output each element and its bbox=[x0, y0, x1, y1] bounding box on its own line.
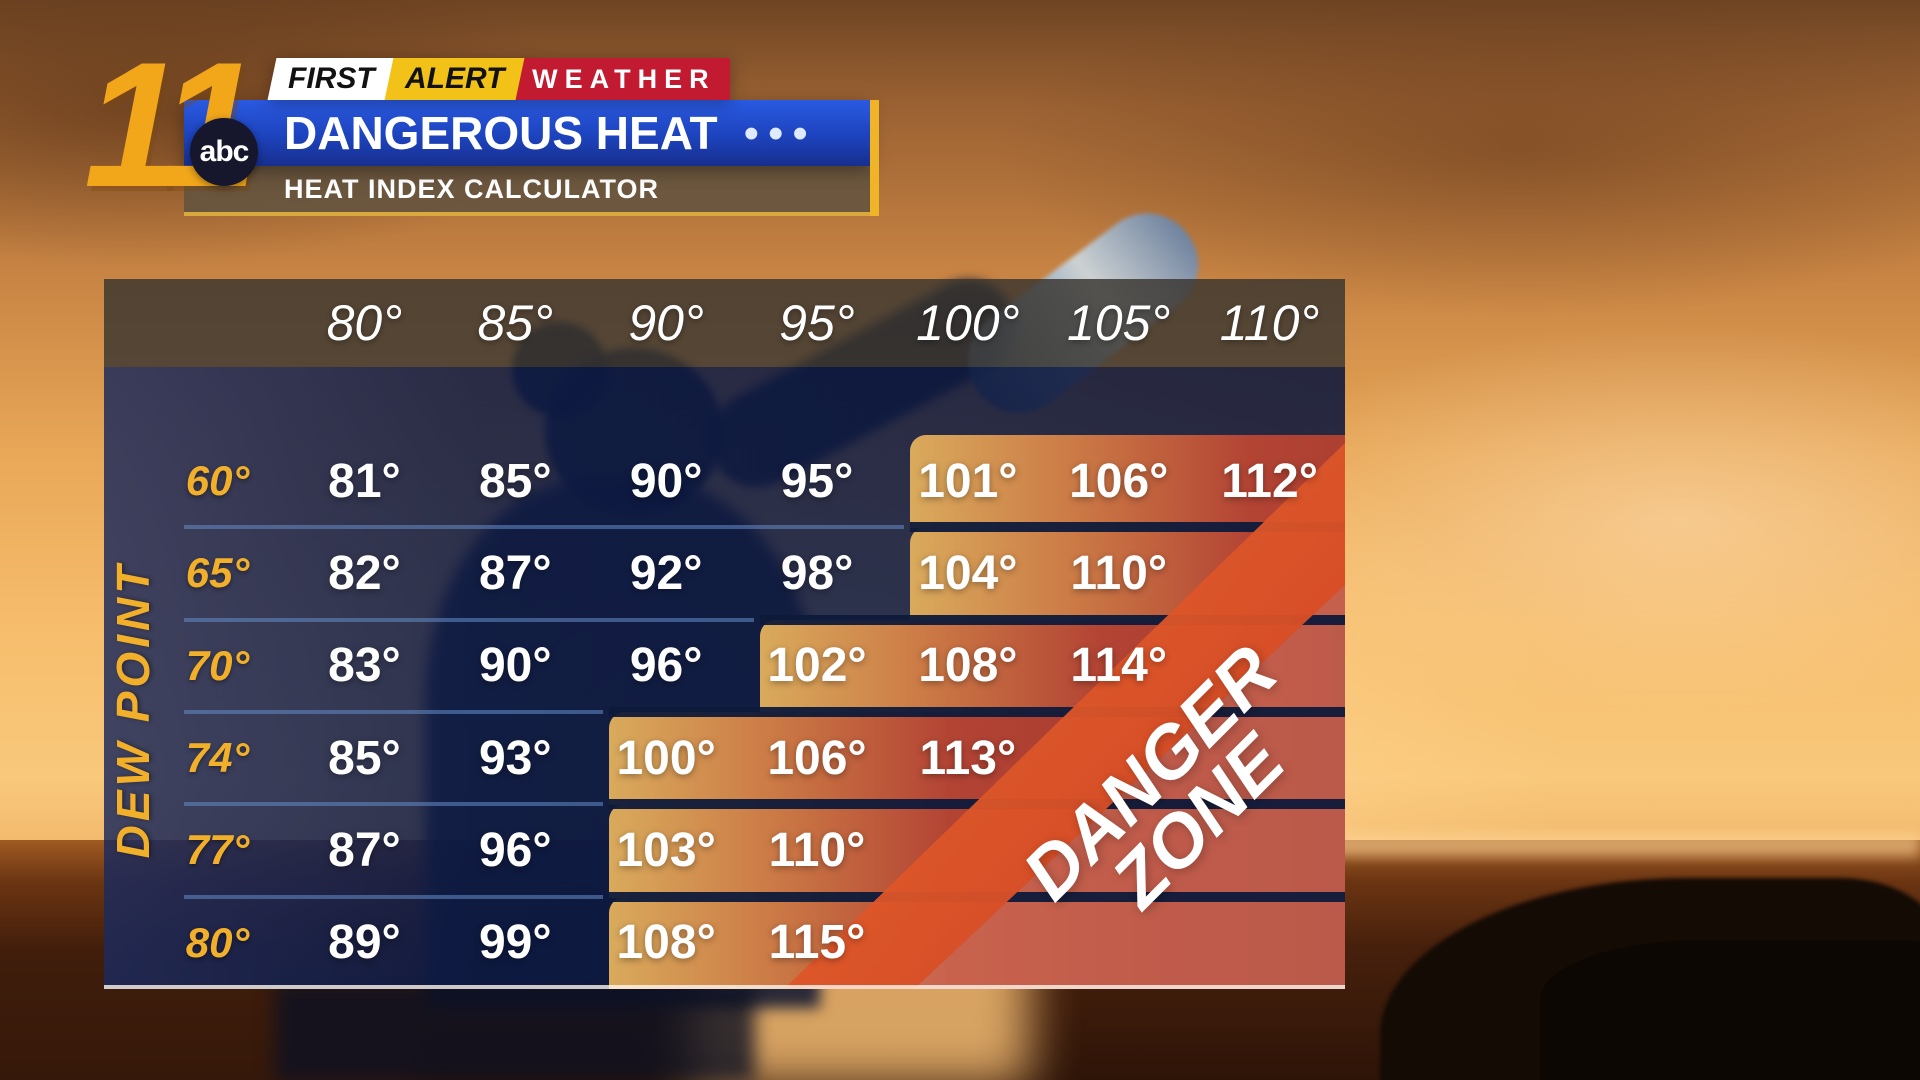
weather-label: WEATHER bbox=[512, 58, 730, 100]
person-silhouette-lower bbox=[275, 982, 755, 1080]
dew-point-row-label: 77° bbox=[185, 826, 250, 874]
row-divider-blue bbox=[184, 802, 603, 807]
heat-index-value: 99° bbox=[478, 916, 552, 970]
temp-column-header: 95° bbox=[779, 295, 855, 351]
graphic-title: DANGEROUS HEAT bbox=[284, 107, 718, 159]
temperature-header-row: 80° 85° 90° 95° 100° 105° 110° bbox=[104, 279, 1345, 367]
heat-index-value: 114° bbox=[1070, 639, 1168, 693]
heat-index-value: 96° bbox=[478, 823, 552, 877]
row-divider-blue bbox=[184, 709, 603, 714]
table-row: 65° 82° 87° 92° 98° 104° 110° bbox=[104, 527, 1345, 619]
row-divider-navy bbox=[608, 706, 1345, 717]
dew-point-row-label: 80° bbox=[185, 918, 250, 966]
row-divider-blue bbox=[184, 617, 754, 622]
row-divider-navy bbox=[910, 522, 1345, 533]
first-label: FIRST bbox=[267, 58, 396, 100]
heat-index-value: 115° bbox=[768, 916, 866, 970]
abc-network-logo: abc bbox=[190, 118, 258, 186]
table-row: 77° 87° 96° 103° 110° bbox=[104, 804, 1345, 896]
heat-index-value: 92° bbox=[629, 546, 703, 600]
table-row: 70° 83° 90° 96° 102° 108° 114° bbox=[104, 620, 1345, 712]
subtitle-bar: HEAT INDEX CALCULATOR bbox=[184, 166, 870, 216]
heat-index-value: 108° bbox=[616, 916, 716, 970]
heat-index-value: 106° bbox=[1069, 454, 1169, 508]
row-divider-blue bbox=[184, 525, 905, 530]
heat-index-value: 85° bbox=[478, 454, 552, 508]
table-row: 74° 85° 93° 100° 106° 113° bbox=[104, 712, 1345, 804]
row-divider-navy bbox=[759, 614, 1345, 625]
temp-column-header: 100° bbox=[916, 295, 1020, 351]
heat-index-value: 83° bbox=[328, 639, 401, 693]
heat-index-value: 87° bbox=[328, 823, 401, 877]
yellow-accent-strip bbox=[870, 100, 879, 216]
shore-rocks-dark bbox=[1540, 940, 1920, 1080]
heat-index-value: 100° bbox=[616, 731, 716, 785]
dew-point-row-label: 60° bbox=[185, 457, 250, 505]
table-rows: 60° 81° 85° 90° 95° 101° 106° 112° 65° 82° 87° 92° 9… bbox=[104, 435, 1345, 989]
danger-cell-background bbox=[608, 711, 1345, 806]
heat-index-value: 103° bbox=[616, 823, 716, 877]
alert-label: ALERT bbox=[384, 58, 525, 100]
dew-point-row-label: 74° bbox=[185, 734, 250, 782]
heat-index-value: 82° bbox=[328, 546, 401, 600]
heat-index-value: 81° bbox=[328, 454, 401, 508]
heat-index-value: 95° bbox=[780, 454, 854, 508]
heat-index-value: 104° bbox=[918, 546, 1018, 600]
first-alert-weather-bar: FIRST ALERT WEATHER bbox=[266, 58, 730, 100]
heat-index-value: 87° bbox=[478, 546, 552, 600]
heat-index-value: 110° bbox=[1070, 546, 1168, 600]
temp-column-header: 110° bbox=[1219, 295, 1320, 351]
heat-index-value: 110° bbox=[768, 823, 866, 877]
heat-index-value: 90° bbox=[629, 454, 703, 508]
heat-index-value: 101° bbox=[918, 454, 1018, 508]
temp-column-header: 105° bbox=[1067, 295, 1171, 351]
heat-index-value: 89° bbox=[328, 916, 401, 970]
temp-column-header: 80° bbox=[326, 295, 403, 351]
heat-index-table: 80° 85° 90° 95° 100° 105° 110° DANGER ZO… bbox=[104, 279, 1345, 989]
dew-point-row-label: 65° bbox=[185, 549, 250, 597]
heat-index-value: 85° bbox=[328, 731, 401, 785]
table-bottom-edge bbox=[104, 985, 1345, 989]
heat-index-value: 108° bbox=[918, 639, 1018, 693]
table-row: 80° 89° 99° 108° 115° bbox=[104, 897, 1345, 989]
heat-index-value: 112° bbox=[1221, 454, 1318, 508]
dew-point-row-label: 70° bbox=[185, 641, 250, 689]
heat-index-value: 93° bbox=[478, 731, 552, 785]
graphic-subtitle: HEAT INDEX CALCULATOR bbox=[284, 173, 659, 204]
row-divider-blue bbox=[184, 894, 603, 899]
title-bar: DANGEROUS HEAT ••• bbox=[184, 100, 870, 166]
heat-index-value: 90° bbox=[478, 639, 552, 693]
temp-column-header: 85° bbox=[477, 295, 554, 351]
heat-index-value: 96° bbox=[629, 639, 703, 693]
title-dots: ••• bbox=[743, 109, 817, 158]
heat-index-value: 98° bbox=[780, 546, 854, 600]
temp-column-header: 90° bbox=[628, 295, 704, 351]
heat-index-value: 106° bbox=[767, 731, 867, 785]
table-row: 60° 81° 85° 90° 95° 101° 106° 112° bbox=[104, 435, 1345, 527]
heat-index-value: 113° bbox=[919, 731, 1017, 785]
heat-index-body: DANGER ZONE 60° 81° 85° 90° 95° 101° 106° 112° 6… bbox=[104, 367, 1345, 989]
heat-index-value: 102° bbox=[767, 639, 867, 693]
danger-cell-background bbox=[910, 435, 1345, 529]
